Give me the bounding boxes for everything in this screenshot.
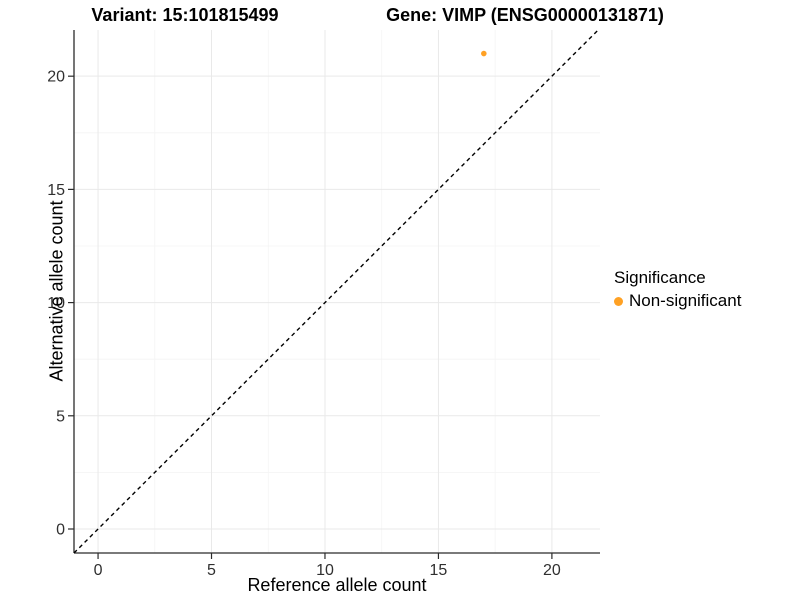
x-tick-label: 10 [316,562,334,579]
legend-title: Significance [614,268,706,287]
legend-point-icon [614,296,623,306]
y-tick-label: 10 [47,295,65,312]
y-tick-label: 20 [47,69,65,86]
legend: Significance Non-significant [614,268,741,311]
x-tick-label: 15 [430,562,448,579]
plot-title-variant: Variant: 15:101815499 [91,5,279,25]
legend-entry-label: Non-significant [629,291,742,310]
y-tick-label: 15 [47,182,65,199]
data-point [481,50,487,57]
y-tick-label: 0 [56,522,65,539]
plot-title-gene: Gene: VIMP (ENSG00000131871) [386,5,664,25]
y-tick-label: 5 [56,408,65,425]
identity-line [73,29,599,554]
y-axis-label: Alternative allele count [46,200,67,382]
x-tick-label: 20 [543,562,561,579]
legend-entry: Non-significant [614,291,741,311]
plot-panel: 0 5 10 15 20 0 5 10 15 20 [47,29,600,579]
x-tick-label: 0 [94,562,103,579]
x-tick-label: 5 [207,562,216,579]
x-axis-label: Reference allele count [247,575,427,595]
